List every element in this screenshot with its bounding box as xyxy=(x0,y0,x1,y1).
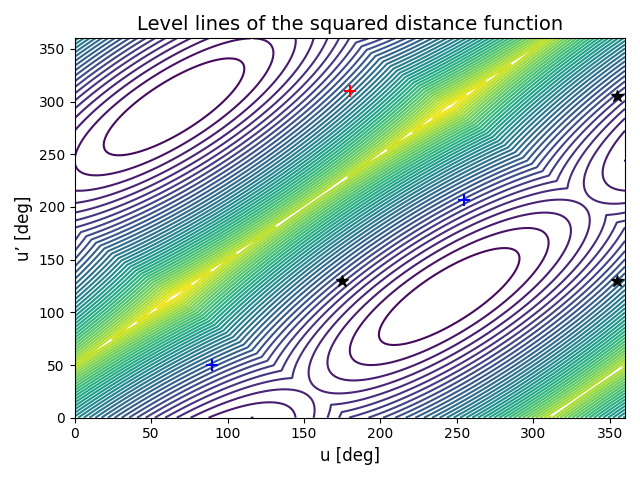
X-axis label: u [deg]: u [deg] xyxy=(320,447,380,465)
Title: Level lines of the squared distance function: Level lines of the squared distance func… xyxy=(137,15,563,34)
Y-axis label: u’ [deg]: u’ [deg] xyxy=(15,195,33,261)
